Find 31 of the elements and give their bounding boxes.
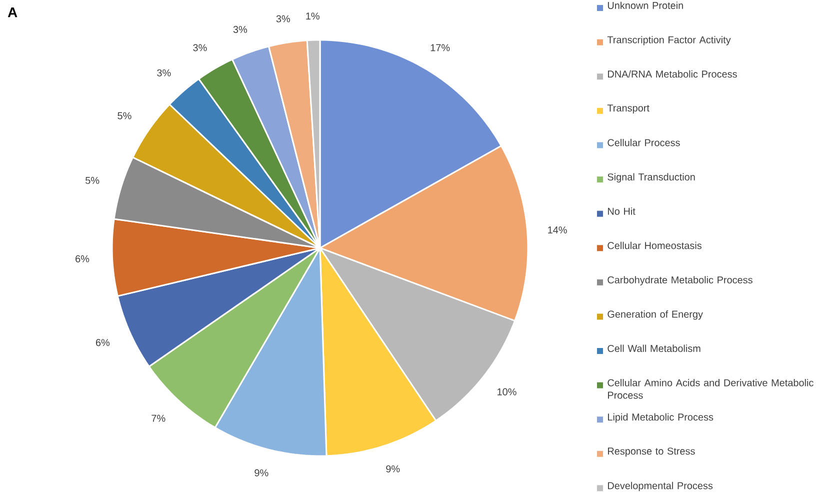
legend-label: Signal Transduction [608, 173, 695, 182]
legend-label: Developmental Process [608, 482, 713, 492]
legend-label: Cellular Amino Acids and Derivative Metabolic Process [608, 378, 814, 399]
data-label: 3% [157, 69, 171, 76]
data-label: 9% [386, 465, 400, 472]
legend-label: Generation of Energy [608, 310, 703, 320]
data-label: 3% [193, 44, 207, 52]
data-label: 6% [76, 255, 90, 262]
data-label: 5% [86, 176, 100, 184]
data-label: 1% [306, 12, 320, 20]
data-label: 3% [276, 15, 290, 22]
legend-label: Lipid Metabolic Process [608, 413, 714, 423]
chart-title: A [8, 8, 18, 18]
data-label: 7% [152, 414, 166, 422]
legend-label: Cellular Homeostasis [608, 242, 702, 250]
legend-label: Unknown Protein [608, 2, 683, 9]
data-label: 17% [430, 44, 450, 52]
legend-label: No Hit [608, 207, 636, 215]
legend-label: DNA/RNA Metabolic Process [608, 70, 737, 78]
data-label: 3% [233, 26, 248, 33]
legend-label: Response to Stress [608, 448, 695, 457]
legend-label: Transcription Factor Activity [607, 36, 731, 46]
legend-label: Cell Wall Metabolism [608, 344, 700, 352]
legend-label: Transport [607, 104, 650, 114]
data-label: 9% [254, 469, 268, 476]
data-label: 5% [118, 112, 132, 120]
data-label: 10% [498, 388, 516, 396]
legend-label: Carbohydrate Metabolic Process [608, 276, 752, 286]
data-label: 6% [96, 339, 110, 346]
legend-label: Cellular Process [608, 138, 680, 146]
data-label: 14% [548, 226, 567, 234]
